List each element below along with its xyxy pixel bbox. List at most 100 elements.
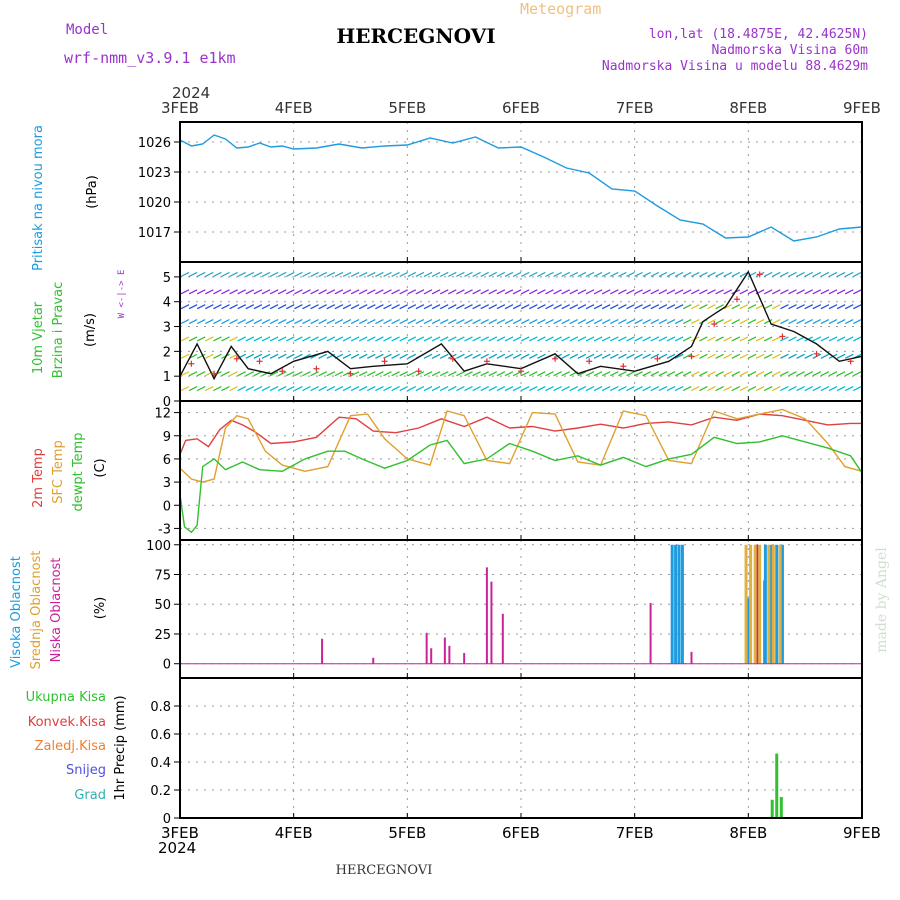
wind-arrow (658, 386, 668, 392)
y-tick-label: 75 (154, 569, 171, 584)
wind-arrow (812, 386, 822, 392)
wind-arrow (650, 336, 660, 342)
wind-arrow (415, 386, 425, 392)
legend-freezing-rain: Zaledj.Kisa (35, 739, 106, 754)
wind-arrow (407, 304, 417, 310)
y-tick-label: 0 (163, 395, 171, 410)
wind-arrow (747, 289, 757, 295)
wind-arrow (350, 371, 360, 377)
top-tick-label: 5FEB (388, 99, 426, 117)
wind-arrow (512, 336, 522, 342)
wind-arrow (553, 336, 562, 342)
wind-arrow (318, 336, 327, 342)
wind-arrow (496, 271, 506, 277)
wind-arrow (723, 318, 732, 325)
wind-arrow (626, 371, 635, 377)
wind-arrow (545, 371, 554, 377)
wind-arrow (448, 271, 457, 277)
wind-arrow (456, 353, 465, 359)
wind-arrow (788, 336, 797, 342)
wind-arrow (731, 318, 741, 325)
wind-arrow (601, 289, 611, 295)
wind-arrow (480, 371, 489, 377)
temp-ylabel-2: SFC Temp (51, 440, 66, 504)
wind-arrow (367, 318, 376, 325)
wind-arrow (610, 304, 619, 310)
wind-arrow (796, 289, 805, 295)
wind-arrow (699, 289, 708, 295)
wind-arrow (674, 318, 684, 325)
wind-arrow (828, 318, 838, 325)
wind-arrow (302, 289, 311, 295)
wind-arrow (788, 271, 797, 277)
wind-arrow (537, 353, 546, 359)
wind-arrow (796, 318, 805, 325)
cloud-ylabel-1: Visoka Oblacnost (9, 556, 24, 668)
wind-arrow (399, 271, 408, 277)
y-tick-label: 0.6 (150, 728, 171, 743)
low-bar (448, 645, 451, 664)
wind-arrow (229, 271, 238, 277)
wind-arrow (342, 318, 352, 325)
wind-arrow (350, 318, 360, 325)
wind-arrow (529, 371, 538, 377)
year-bottom: 2024 (158, 839, 196, 857)
wind-arrow (731, 271, 741, 277)
wind-arrow (205, 271, 214, 277)
wind-arrow (229, 304, 238, 310)
wind-arrow (407, 386, 417, 392)
wind-arrow (205, 318, 214, 325)
wind-arrow (593, 371, 603, 377)
wind-arrow (269, 336, 279, 342)
wind-arrow (699, 304, 708, 310)
legend-convective-rain: Konvek.Kisa (28, 715, 106, 730)
wind-arrow (407, 353, 417, 359)
wind-arrow (553, 318, 562, 325)
wind-arrow (375, 289, 384, 295)
wind-arrow (472, 336, 481, 342)
wind-arrow (253, 289, 263, 295)
wind-arrow (828, 371, 838, 377)
wind-arrow (261, 336, 271, 342)
wind-arrow (658, 371, 668, 377)
wind-arrow (261, 271, 271, 277)
wind-arrow (828, 271, 838, 277)
wind-arrow (334, 386, 344, 392)
wind-arrow (537, 371, 546, 377)
wind-arrow (666, 318, 676, 325)
wind-arrow (237, 336, 246, 342)
wind-arrow (601, 353, 611, 359)
wind-arrow (456, 336, 465, 342)
wind-arrow (561, 271, 570, 277)
wind-arrow (496, 371, 506, 377)
wind-arrow (277, 353, 287, 359)
y-tick-label: 1017 (138, 226, 171, 241)
low-bar (501, 613, 504, 664)
wind-arrow (180, 289, 190, 295)
wind-arrow (658, 289, 668, 295)
wind-arrow (545, 386, 554, 392)
wind-arrow (601, 386, 611, 392)
wind-arrow (699, 371, 708, 377)
wind-arrow (245, 336, 255, 342)
wind-arrow (634, 289, 643, 295)
mid-bar (749, 544, 753, 664)
wind-arrow (342, 336, 352, 342)
wind-arrow (261, 304, 271, 310)
wind-arrow (561, 318, 570, 325)
wind-arrow (277, 304, 287, 310)
wind-arrow (431, 336, 441, 342)
wind-arrow (188, 271, 198, 277)
wind-arrow (205, 336, 214, 342)
wind-arrow (634, 371, 643, 377)
wind-arrow (205, 304, 214, 310)
wind-arrow (755, 336, 765, 342)
wind-arrow (610, 386, 619, 392)
wind-arrow (707, 386, 716, 392)
wind-arrow (294, 371, 303, 377)
wind-arrow (569, 386, 579, 392)
wind-arrow (529, 336, 538, 342)
wind-arrow (383, 386, 392, 392)
total-bar (775, 753, 779, 818)
wind-arrow (812, 318, 822, 325)
